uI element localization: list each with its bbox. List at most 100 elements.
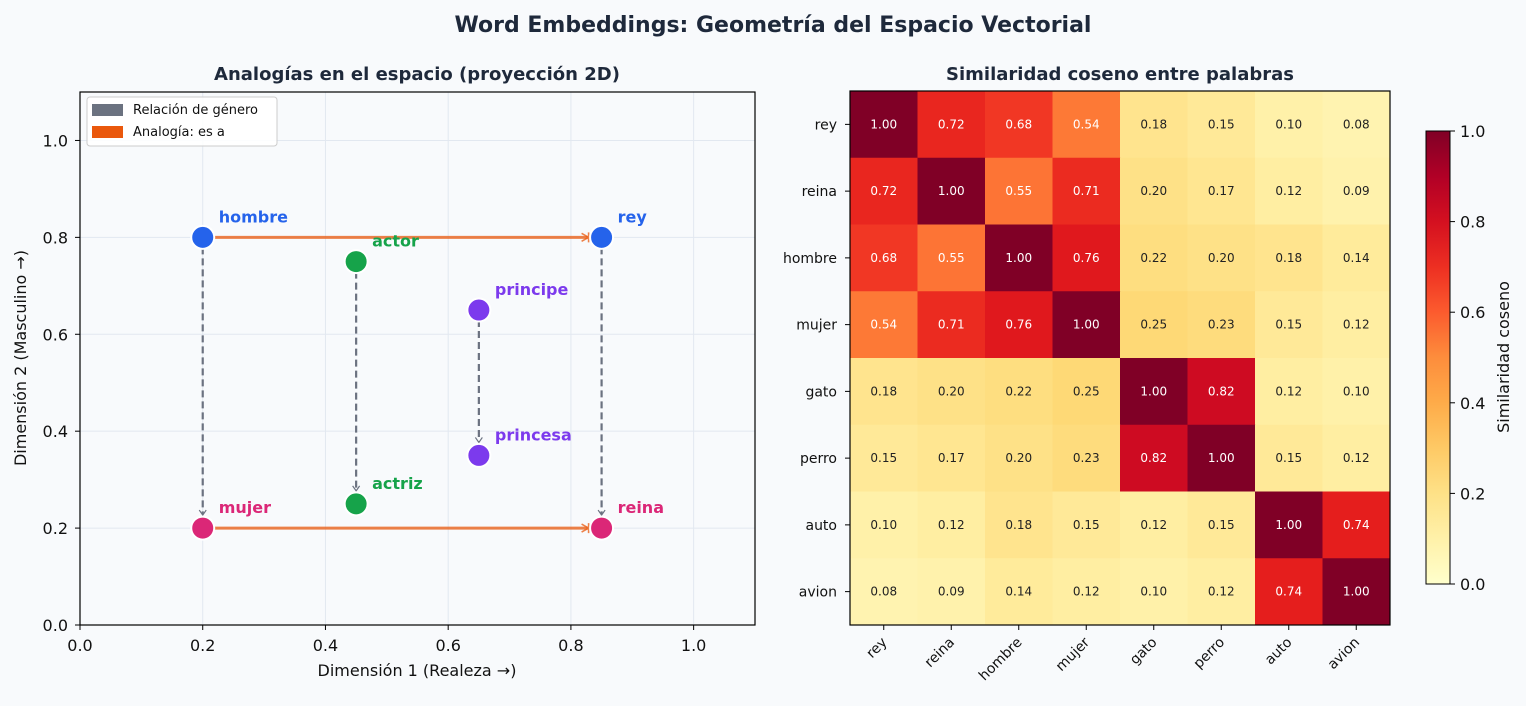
- heatmap-cell-value: 0.18: [1140, 117, 1167, 131]
- heatmap-cell-value: 0.15: [1208, 518, 1235, 532]
- heatmap-cell-value: 1.00: [1005, 251, 1032, 265]
- heatmap-cell-hombre-avion: [1322, 224, 1391, 292]
- heatmap-cells: [850, 91, 1391, 626]
- heatmap-cell-gato-rey: [850, 358, 918, 426]
- heatmap-cell-value: 0.22: [1140, 251, 1167, 265]
- colorbar-label: Similaridad coseno: [1494, 281, 1513, 433]
- heatmap-cell-rey-mujer: [1052, 91, 1121, 159]
- point-hombre: [190, 224, 216, 250]
- heatmap-cell-value: 0.76: [1073, 251, 1100, 265]
- row-label-auto: auto: [805, 518, 837, 534]
- heatmap-cell-value: 0.23: [1208, 318, 1235, 332]
- heatmap-cell-value: 0.14: [1343, 251, 1370, 265]
- x-axis-label: Dimensión 1 (Realeza →): [318, 661, 517, 680]
- heatmap-cell-value: 0.72: [938, 117, 965, 131]
- point-label-reina: reina: [618, 498, 664, 517]
- heatmap-cell-value: 1.00: [1208, 451, 1235, 465]
- column-label-rey: rey: [863, 635, 890, 662]
- heatmap-cell-value: 1.00: [1140, 384, 1167, 398]
- heatmap-cell-value: 0.20: [938, 384, 965, 398]
- column-label-hombre: hombre: [976, 635, 1026, 685]
- heatmap-cell-auto-reina: [917, 491, 986, 559]
- heatmap-cell-value: 0.74: [1275, 585, 1302, 599]
- gender-arrows: [198, 247, 606, 517]
- heatmap-cell-auto-mujer: [1052, 491, 1121, 559]
- y-tick-label: 0.0: [43, 616, 68, 635]
- x-tick-label: 0.4: [313, 636, 338, 655]
- heatmap-cell-avion-rey: [850, 558, 918, 626]
- point-actriz: [343, 491, 369, 517]
- heatmap-cell-value: 0.68: [870, 251, 897, 265]
- heatmap-cell-rey-gato: [1120, 91, 1188, 159]
- heatmap-cell-value: 1.00: [1073, 318, 1100, 332]
- heatmap-cell-hombre-gato: [1120, 224, 1188, 292]
- heatmap-cell-gato-hombre: [985, 358, 1053, 426]
- heatmap-cell-value: 0.10: [870, 518, 897, 532]
- heatmap-cell-value: 0.25: [1073, 384, 1100, 398]
- scatter-plot-area: [80, 92, 755, 625]
- heatmap-cell-value: 0.10: [1275, 117, 1302, 131]
- gender-arrowhead: [198, 509, 207, 517]
- column-label-mujer: mujer: [1053, 634, 1093, 674]
- point-actor: [343, 249, 369, 275]
- heatmap-cell-value: 0.12: [1275, 384, 1302, 398]
- heatmap-cell-reina-mujer: [1052, 157, 1121, 225]
- heatmap-cell-value: 0.23: [1073, 451, 1100, 465]
- heatmap-cell-reina-avion: [1322, 157, 1391, 225]
- heatmap-cell-hombre-auto: [1255, 224, 1323, 292]
- heatmap-cell-reina-reina: [917, 157, 986, 225]
- heatmap-panel: Similaridad coseno entre palabras 1.00 0.…: [783, 64, 1513, 684]
- legend-label-analogy: Analogía: es a: [133, 125, 225, 140]
- heatmap-cell-value: 0.08: [1343, 117, 1370, 131]
- heatmap-frame: [849, 90, 1391, 626]
- heatmap-cell-value: 0.20: [1208, 251, 1235, 265]
- heatmap-cell-perro-auto: [1255, 424, 1323, 492]
- y-tick-label: 1.0: [43, 131, 68, 150]
- row-label-gato: gato: [805, 384, 837, 400]
- legend-label-gender: Relación de género: [133, 103, 258, 118]
- heatmap-cell-avion-mujer: [1052, 558, 1121, 626]
- row-label-hombre: hombre: [783, 251, 837, 267]
- heatmap-cell-rey-hombre: [985, 91, 1053, 159]
- colorbar-tick-label: 1.0: [1460, 122, 1485, 141]
- x-tick-label: 1.0: [681, 636, 706, 655]
- heatmap-cell-reina-gato: [1120, 157, 1188, 225]
- heatmap-cell-values: 1.00 0.72 0.68 0.54 0.18 0.15 0.10 0.08 0.72 1.00…: [870, 117, 1369, 598]
- column-label-reina: reina: [922, 635, 958, 671]
- heatmap-cell-value: 0.54: [1073, 117, 1100, 131]
- gender-arrowhead: [597, 509, 606, 517]
- heatmap-cell-rey-auto: [1255, 91, 1323, 159]
- gender-arrowhead: [474, 437, 483, 444]
- heatmap-cell-value: 0.12: [1343, 318, 1370, 332]
- legend-swatch-analogy: [92, 126, 123, 138]
- row-label-avion: avion: [799, 585, 837, 601]
- heatmap-cell-value: 0.25: [1140, 318, 1167, 332]
- heatmap-cell-mujer-auto: [1255, 291, 1323, 359]
- legend-box: [86, 96, 278, 147]
- point-label-princesa: princesa: [495, 425, 572, 444]
- heatmap-cell-value: 0.82: [1140, 451, 1167, 465]
- heatmap-cell-value: 0.55: [1005, 184, 1032, 198]
- heatmap-cell-hombre-reina: [917, 224, 986, 292]
- heatmap-cell-perro-perro: [1187, 424, 1256, 492]
- heatmap-cell-value: 0.74: [1343, 518, 1370, 532]
- heatmap-cell-auto-gato: [1120, 491, 1188, 559]
- heatmap-cell-value: 0.18: [1275, 251, 1302, 265]
- figure-suptitle: Word Embeddings: Geometría del Espacio V…: [455, 13, 1092, 38]
- heatmap-cell-value: 0.18: [870, 384, 897, 398]
- colorbar-tick-label: 0.0: [1460, 575, 1485, 594]
- scatter-point-labels: rey reina hombre mujer actor actriz principe pr…: [219, 207, 664, 517]
- heatmap-cell-value: 1.00: [1275, 518, 1302, 532]
- heatmap-cell-hombre-perro: [1187, 224, 1256, 292]
- heatmap-cell-value: 0.71: [1073, 184, 1100, 198]
- heatmap-cell-rey-rey: [850, 91, 918, 159]
- heatmap-cell-reina-hombre: [985, 157, 1053, 225]
- heatmap-cell-auto-avion: [1322, 491, 1391, 559]
- heatmap-cell-value: 0.14: [1005, 585, 1032, 599]
- colorbar: [1425, 130, 1451, 585]
- heatmap-cell-avion-reina: [917, 558, 986, 626]
- heatmap-cell-hombre-rey: [850, 224, 918, 292]
- scatter-frame: [79, 91, 756, 626]
- heatmap-cell-reina-perro: [1187, 157, 1256, 225]
- scatter-legend: Relación de género Analogía: es a: [86, 96, 278, 147]
